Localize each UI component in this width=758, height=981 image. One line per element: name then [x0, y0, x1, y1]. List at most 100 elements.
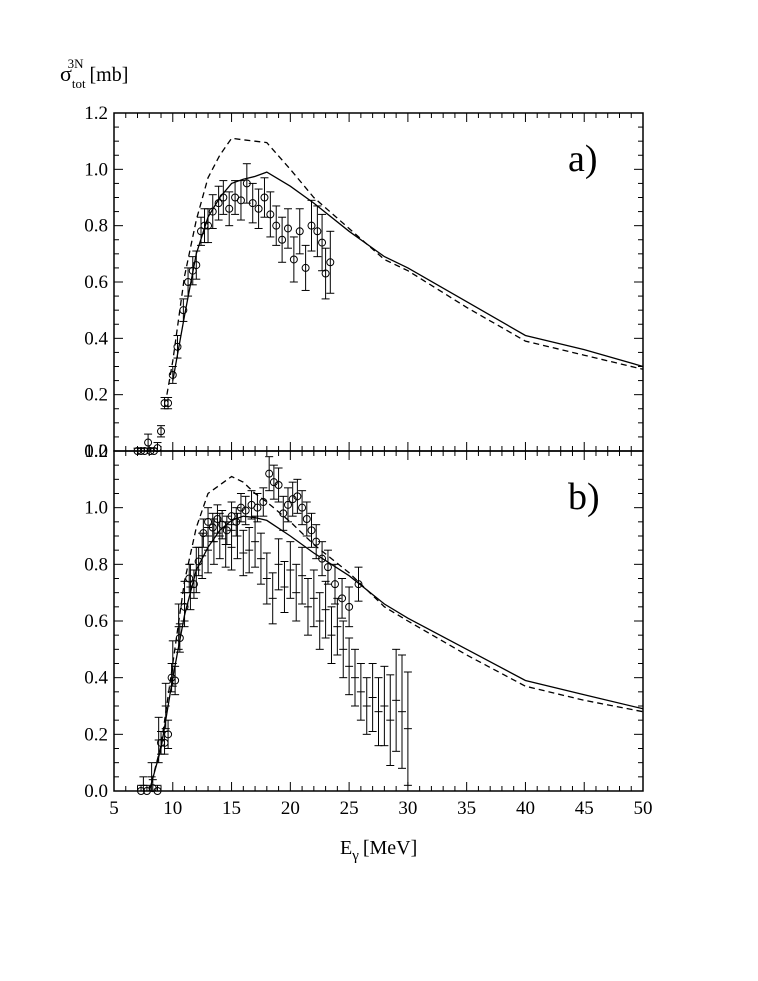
data-point	[254, 188, 263, 229]
y-tick-label: 1.0	[84, 159, 108, 180]
data-point	[398, 654, 407, 769]
data-marker-circle	[184, 278, 193, 286]
data-point	[313, 205, 322, 258]
data-point	[279, 495, 288, 531]
y-tick-label: 0.6	[84, 272, 108, 293]
x-tick-label: 20	[281, 798, 300, 819]
data-point	[298, 546, 307, 605]
data-marker-circle	[148, 784, 157, 793]
data-marker-circle	[175, 634, 184, 642]
plot-frame	[113, 112, 644, 452]
data-point	[266, 191, 275, 238]
data-marker-circle	[318, 238, 327, 247]
y-axis-label-subscript: tot	[72, 76, 86, 91]
panel-a: 0.0 0.2 0.4 0.6 0.8 1.0 1.2 a)	[84, 103, 644, 462]
data-point	[247, 490, 256, 520]
data-point	[186, 563, 195, 611]
data-point	[354, 566, 363, 602]
y-tick-label: 0.4	[84, 668, 108, 689]
data-marker-circle	[236, 196, 245, 205]
data-marker-circle	[331, 580, 340, 589]
data-marker-circle	[283, 500, 292, 509]
data-point	[139, 776, 148, 792]
data-point	[209, 518, 218, 565]
data-point	[403, 671, 412, 786]
x-axis-label-subscript: γ	[351, 848, 359, 864]
data-marker-circle	[307, 221, 316, 230]
data-point	[239, 529, 248, 577]
data-marker-circle	[298, 503, 307, 512]
data-point	[368, 663, 377, 732]
data-point	[345, 637, 354, 696]
data-marker-circle	[253, 503, 262, 512]
panel-b: 0.0 0.2 0.4 0.6 0.8 1.0 1.2 5 10 15 20 25 30 35 40 45 50…	[84, 441, 652, 819]
data-marker-circle	[301, 263, 310, 272]
data-point	[161, 682, 170, 730]
data-point	[333, 597, 342, 656]
x-axis-label: Eγ [MeV]	[340, 837, 417, 864]
data-point	[236, 180, 245, 221]
data-point	[301, 244, 310, 291]
data-point	[241, 495, 250, 526]
data-point	[307, 199, 316, 252]
data-point	[153, 784, 162, 795]
data-marker-circle	[283, 224, 292, 233]
data-point	[362, 677, 371, 735]
data-marker-circle	[241, 506, 250, 515]
data-marker-circle	[185, 574, 194, 583]
data-point	[392, 648, 401, 752]
data-point	[179, 298, 188, 322]
data-point	[315, 592, 324, 650]
data-marker-circle	[168, 370, 177, 379]
data-point	[173, 335, 182, 359]
y-axis-label-superscript: 3N	[68, 56, 85, 71]
data-marker-circle	[302, 515, 311, 523]
data-point	[175, 623, 184, 653]
data-marker-circle	[313, 227, 322, 236]
data-marker-circle	[208, 207, 217, 216]
data-marker-circle	[171, 676, 180, 685]
data-point	[248, 182, 257, 224]
panel-label: a)	[568, 138, 598, 180]
data-marker-circle	[307, 526, 316, 535]
data-point	[321, 580, 330, 639]
data-marker-circle	[144, 438, 153, 447]
data-marker-circle	[236, 503, 245, 512]
data-marker-circle	[254, 204, 263, 213]
y-tick-label: 1.2	[84, 441, 108, 462]
y-tick-label: 0.8	[84, 554, 108, 575]
data-marker-circle	[260, 193, 269, 202]
data-point	[236, 493, 245, 523]
data-point	[286, 541, 295, 599]
data-point	[262, 552, 271, 605]
data-marker-circle	[164, 399, 173, 408]
solid-curve	[148, 515, 644, 792]
y-tick-label: 0.8	[84, 216, 108, 237]
data-marker-circle	[272, 221, 281, 230]
data-point	[171, 665, 180, 696]
solid-curve	[172, 171, 644, 381]
x-tick-label: 25	[340, 798, 359, 819]
data-marker-circle	[289, 255, 298, 264]
data-point	[225, 191, 234, 227]
data-point	[192, 250, 201, 280]
data-marker-circle	[345, 602, 354, 611]
data-marker-circle	[326, 258, 335, 267]
data-point	[168, 640, 177, 687]
data-marker-circle	[274, 481, 283, 489]
data-marker-circle	[204, 517, 213, 526]
data-point	[272, 205, 281, 246]
data-point	[269, 464, 278, 500]
y-tick-label: 1.0	[84, 498, 108, 519]
data-marker-circle	[266, 210, 275, 219]
data-point	[260, 177, 269, 218]
data-point	[326, 230, 335, 294]
data-point	[274, 467, 283, 503]
data-point	[307, 512, 316, 548]
data-point	[268, 572, 277, 625]
data-point	[323, 549, 332, 585]
data-marker-circle	[295, 227, 304, 236]
data-point	[309, 569, 318, 628]
data-point	[219, 180, 228, 215]
